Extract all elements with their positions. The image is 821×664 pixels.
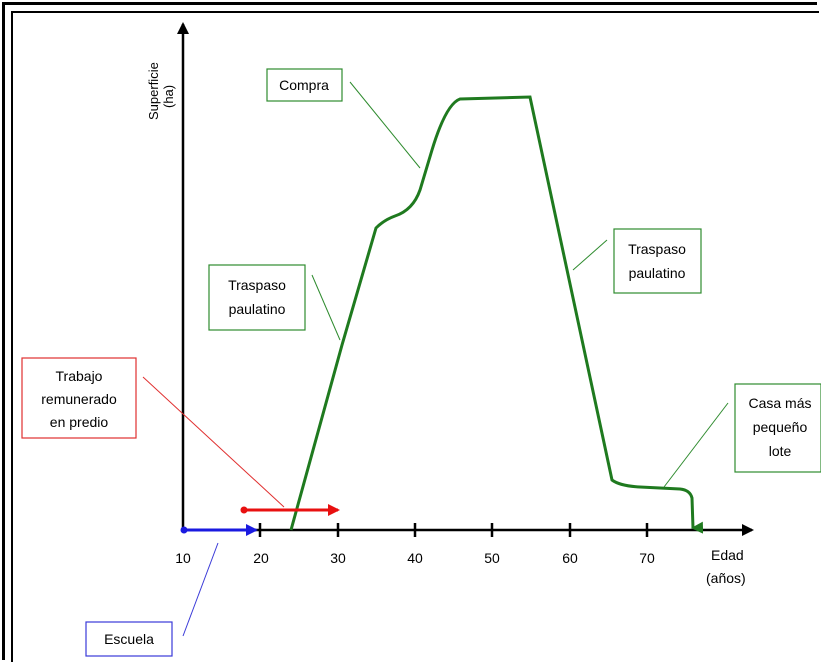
traspaso-left-leader bbox=[311, 274, 341, 341]
trabajo-box bbox=[21, 357, 137, 439]
casa-box bbox=[734, 383, 821, 473]
traspaso-right-label-1: Traspaso bbox=[628, 241, 686, 257]
x-tick-label-30: 30 bbox=[330, 550, 346, 566]
traspaso-left-label-2: paulatino bbox=[229, 301, 286, 317]
x-tick-label-70: 70 bbox=[639, 550, 655, 566]
escuela-label: Escuela bbox=[104, 631, 154, 647]
x-tick-label-60: 60 bbox=[562, 550, 578, 566]
trabajo-leader bbox=[142, 376, 285, 508]
traspaso-right-label-2: paulatino bbox=[629, 265, 686, 281]
land-area-curve bbox=[289, 95, 704, 534]
x-tick-label-20: 20 bbox=[253, 550, 269, 566]
x-tick-labels: 10 20 30 40 50 60 70 bbox=[175, 550, 655, 566]
escuela-leader bbox=[182, 542, 219, 637]
trabajo-label-3: en predio bbox=[50, 414, 109, 430]
x-ticks bbox=[258, 523, 649, 537]
inner-frame bbox=[11, 11, 819, 662]
compra-box bbox=[266, 68, 343, 102]
traspaso-right-box bbox=[613, 228, 702, 294]
x-tick-label-40: 40 bbox=[407, 550, 423, 566]
traspaso-right-leader bbox=[572, 239, 608, 271]
y-axis-label: Superficie bbox=[146, 62, 161, 120]
compra-label: Compra bbox=[279, 77, 329, 93]
x-axis-label-unit: (años) bbox=[706, 570, 746, 586]
x-tick-label-10: 10 bbox=[175, 550, 191, 566]
traspaso-left-box bbox=[208, 264, 306, 331]
y-axis-label-unit: (ha) bbox=[161, 85, 176, 108]
casa-label-1: Casa más bbox=[748, 395, 811, 411]
casa-leader bbox=[663, 402, 729, 488]
trabajo-label-1: Trabajo bbox=[56, 368, 103, 384]
x-tick-label-50: 50 bbox=[484, 550, 500, 566]
traspaso-left-label-1: Traspaso bbox=[228, 277, 286, 293]
trabajo-label-2: remunerado bbox=[41, 391, 117, 407]
casa-label-2: pequeño bbox=[753, 419, 808, 435]
compra-leader bbox=[349, 81, 421, 169]
x-axis-label: Edad bbox=[711, 547, 744, 563]
casa-label-3: lote bbox=[769, 443, 792, 459]
escuela-box bbox=[85, 621, 173, 657]
